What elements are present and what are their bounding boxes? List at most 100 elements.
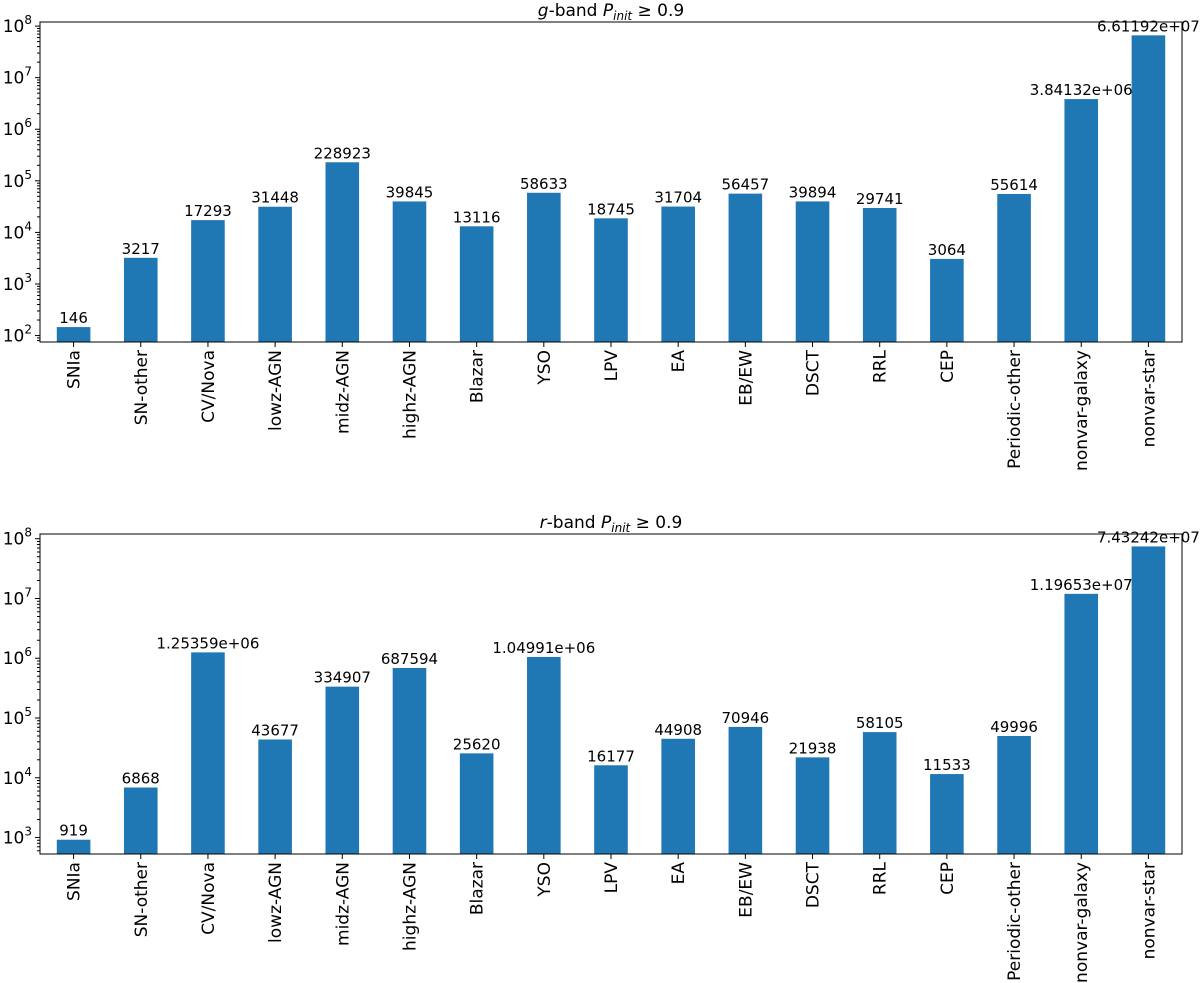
y-tick-base: 10	[3, 327, 25, 347]
x-tick-label: Periodic-other	[1005, 350, 1025, 469]
bar-value-label: 11533	[923, 756, 971, 774]
y-tick-exponent: 8	[24, 526, 32, 540]
bar-cv-nova	[191, 220, 225, 342]
bar-nonvar-star	[1131, 35, 1166, 342]
bar-value-label: 70946	[721, 709, 769, 727]
bar-nonvar-galaxy	[1064, 593, 1099, 854]
bar-rrl	[862, 207, 897, 342]
bar-value-label: 1.19653e+07	[1030, 576, 1133, 594]
y-tick-base: 10	[3, 769, 25, 789]
bar-eb-ew	[728, 193, 763, 342]
y-tick-base: 10	[3, 172, 25, 192]
bar-value-label: 919	[59, 822, 88, 840]
bar-value-label: 55614	[990, 176, 1038, 194]
x-tick-label: SN-other	[132, 862, 152, 937]
bar-value-label: 31448	[251, 189, 299, 207]
bar-value-label: 44908	[654, 721, 702, 739]
bar-value-label: 29741	[856, 190, 904, 208]
x-tick-label: LPV	[602, 350, 622, 382]
bar-value-label: 3217	[122, 240, 160, 258]
x-tick-label: YSO	[535, 862, 555, 898]
bar-yso	[527, 656, 561, 854]
bar-value-label: 146	[59, 309, 88, 327]
bar-cep	[930, 774, 964, 854]
bar-dsct	[795, 201, 830, 342]
chart-title: g-band Pinit ≥ 0.9	[538, 1, 684, 23]
bar-value-label: 31704	[654, 189, 702, 207]
x-tick-label: nonvar-star	[1139, 350, 1159, 447]
x-tick-label: EA	[669, 350, 689, 373]
x-tick-label: LPV	[602, 862, 622, 894]
title-band-letter: r	[540, 513, 548, 533]
title-band-word: -band	[549, 1, 603, 21]
x-tick-label: RRL	[871, 349, 891, 383]
x-tick-label: DSCT	[804, 349, 824, 396]
y-tick-exponent: 7	[24, 65, 32, 79]
bar-blazar	[459, 226, 494, 342]
bar-value-label: 16177	[587, 747, 635, 765]
x-tick-label: Blazar	[468, 350, 488, 403]
x-tick-label: highz-AGN	[400, 862, 420, 951]
x-tick-label: highz-AGN	[400, 350, 420, 439]
bar-sn-other	[123, 257, 158, 342]
title-band-letter: g	[538, 1, 549, 21]
title-symbol: P	[603, 1, 614, 21]
bar-value-label: 58105	[856, 714, 904, 732]
x-tick-label: RRL	[871, 861, 891, 895]
x-tick-label: SNIa	[65, 350, 85, 389]
y-tick-label: 105	[3, 168, 32, 192]
bar-cv-nova	[191, 652, 225, 854]
bar-midz-agn	[325, 686, 360, 854]
x-tick-label: Blazar	[468, 862, 488, 915]
bar-cep	[930, 258, 964, 342]
y-tick-exponent: 4	[24, 765, 32, 779]
y-tick-label: 108	[3, 13, 32, 37]
y-tick-base: 10	[3, 275, 25, 295]
bar-value-label: 39845	[386, 183, 434, 201]
x-tick-label: nonvar-galaxy	[1072, 350, 1092, 471]
bar-dsct	[795, 757, 830, 854]
bar-snia	[56, 327, 91, 342]
y-tick-label: 103	[3, 825, 32, 849]
bar-rrl	[862, 732, 897, 854]
y-tick-base: 10	[3, 589, 25, 609]
title-band-word: -band	[547, 513, 601, 533]
y-tick-base: 10	[3, 223, 25, 243]
bar-snia	[56, 839, 91, 854]
x-tick-label: CV/Nova	[199, 862, 219, 935]
y-tick-label: 105	[3, 705, 32, 729]
x-tick-label: CEP	[938, 862, 958, 895]
y-tick-base: 10	[3, 17, 25, 37]
y-tick-exponent: 7	[24, 585, 32, 599]
r-band-panel: r-band Pinit ≥ 0.991968681.25359e+064367…	[3, 513, 1200, 983]
y-tick-exponent: 8	[24, 13, 32, 27]
bar-nonvar-star	[1131, 546, 1166, 854]
x-tick-label: EB/EW	[736, 350, 756, 406]
x-tick-label: Periodic-other	[1005, 862, 1025, 981]
x-tick-label: midz-AGN	[333, 350, 353, 434]
bar-value-label: 7.43242e+07	[1097, 528, 1200, 546]
bar-value-label: 6.61192e+07	[1097, 17, 1200, 35]
bar-value-label: 1.25359e+06	[156, 634, 259, 652]
y-tick-exponent: 6	[24, 116, 32, 130]
bar-lpv	[594, 218, 628, 342]
bar-highz-agn	[392, 667, 427, 854]
bar-nonvar-galaxy	[1064, 99, 1099, 343]
x-tick-label: DSCT	[804, 861, 824, 908]
bar-periodic-other	[997, 193, 1031, 342]
bar-ea	[661, 738, 695, 854]
x-tick-label: EB/EW	[736, 862, 756, 918]
bar-value-label: 58633	[520, 175, 568, 193]
bar-value-label: 6868	[122, 770, 160, 788]
x-tick-label: YSO	[535, 350, 555, 386]
bar-value-label: 25620	[453, 735, 501, 753]
title-subscript: init	[611, 521, 631, 535]
bar-value-label: 17293	[184, 202, 232, 220]
title-threshold: ≥ 0.9	[632, 1, 684, 21]
y-tick-label: 106	[3, 645, 32, 669]
x-tick-label: CEP	[938, 350, 958, 383]
y-tick-base: 10	[3, 120, 25, 140]
bar-value-label: 3064	[928, 241, 966, 259]
y-tick-label: 108	[3, 526, 32, 550]
